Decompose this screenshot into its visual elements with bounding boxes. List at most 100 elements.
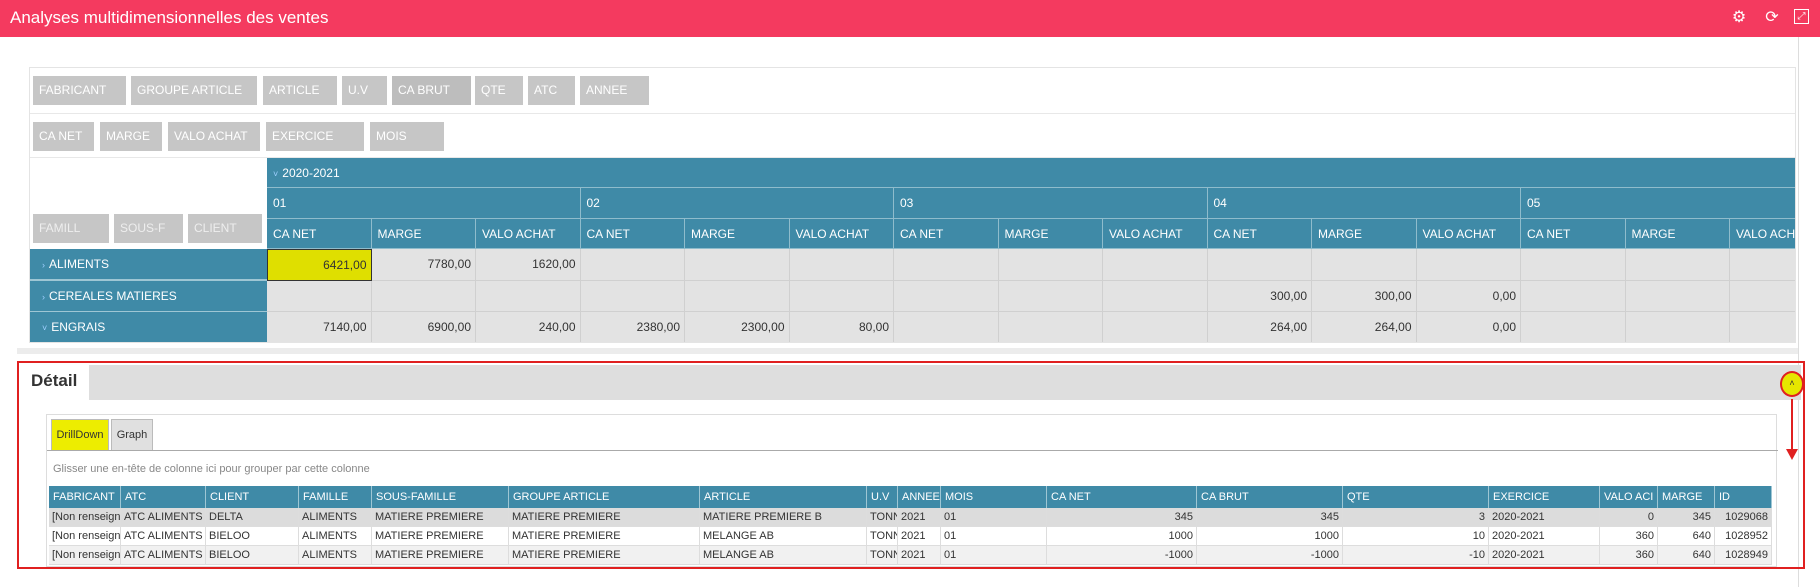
column-header-measure[interactable]: CA NET bbox=[580, 219, 685, 249]
grid-cell[interactable]: 1000 bbox=[1197, 527, 1343, 546]
data-cell[interactable] bbox=[998, 249, 1103, 281]
grid-cell[interactable]: 640 bbox=[1658, 546, 1715, 565]
column-header-measure[interactable]: MARGE bbox=[685, 219, 790, 249]
data-cell[interactable] bbox=[685, 249, 790, 281]
grid-cell[interactable]: 2021 bbox=[898, 508, 941, 527]
column-header-measure[interactable]: VALO ACHAT bbox=[1730, 219, 1795, 249]
grid-cell[interactable]: -1000 bbox=[1197, 546, 1343, 565]
data-cell[interactable] bbox=[1521, 312, 1626, 342]
grid-cell[interactable]: 0 bbox=[1600, 508, 1658, 527]
grid-cell[interactable]: 10 bbox=[1343, 527, 1489, 546]
grid-column-header[interactable]: ANNEE bbox=[898, 486, 941, 508]
fullscreen-icon[interactable]: ⤢ bbox=[1794, 9, 1809, 24]
data-cell[interactable]: 240,00 bbox=[476, 312, 581, 342]
settings-icon[interactable]: ⚙ bbox=[1731, 9, 1747, 26]
row-header-cereales-matieres[interactable]: › CEREALES MATIERES bbox=[30, 280, 267, 313]
grid-cell[interactable]: 360 bbox=[1600, 546, 1658, 565]
column-header-year[interactable]: ˅ 2020-2021 bbox=[267, 158, 1795, 188]
column-header-measure[interactable]: MARGE bbox=[1625, 219, 1730, 249]
grid-cell[interactable]: BIELOO bbox=[206, 546, 299, 565]
grid-cell[interactable]: 1028949 bbox=[1715, 546, 1772, 565]
grid-cell[interactable]: MELANGE AB bbox=[700, 546, 867, 565]
filter-field-button[interactable]: ATC bbox=[528, 76, 575, 105]
column-header-month[interactable]: 01 bbox=[267, 188, 581, 219]
data-cell[interactable] bbox=[789, 249, 894, 281]
tab-drilldown[interactable]: DrillDown bbox=[51, 419, 109, 450]
data-cell[interactable] bbox=[1416, 249, 1521, 281]
column-header-measure[interactable]: MARGE bbox=[371, 219, 476, 249]
data-cell[interactable]: 300,00 bbox=[1207, 280, 1312, 312]
grid-cell[interactable]: 345 bbox=[1658, 508, 1715, 527]
data-cell[interactable] bbox=[580, 280, 685, 312]
grid-cell[interactable]: MATIERE PREMIERE bbox=[509, 527, 700, 546]
row-field-button[interactable]: SOUS-F bbox=[114, 214, 183, 243]
grid-cell[interactable]: TONN bbox=[867, 508, 898, 527]
grid-cell[interactable]: MATIERE PREMIERE bbox=[509, 508, 700, 527]
column-header-measure[interactable]: VALO ACHAT bbox=[1416, 219, 1521, 249]
grid-cell[interactable]: 2020-2021 bbox=[1489, 508, 1600, 527]
grid-cell[interactable]: -10 bbox=[1343, 546, 1489, 565]
grid-column-header[interactable]: CA NET bbox=[1047, 486, 1197, 508]
filter-field-button[interactable]: CA BRUT bbox=[392, 76, 471, 105]
expand-arrow-icon[interactable]: › bbox=[42, 291, 45, 302]
grid-cell[interactable]: ALIMENTS bbox=[299, 546, 372, 565]
data-cell[interactable]: 2380,00 bbox=[580, 312, 685, 342]
grid-column-header[interactable]: EXERCICE bbox=[1489, 486, 1600, 508]
column-header-month[interactable]: 05 bbox=[1521, 188, 1795, 219]
column-header-measure[interactable]: VALO ACHAT bbox=[789, 219, 894, 249]
grid-column-header[interactable]: VALO ACI bbox=[1600, 486, 1658, 508]
grid-cell[interactable]: 3 bbox=[1343, 508, 1489, 527]
grid-cell[interactable]: 2020-2021 bbox=[1489, 546, 1600, 565]
grid-column-header[interactable]: ARTICLE bbox=[700, 486, 867, 508]
column-header-month[interactable]: 03 bbox=[894, 188, 1208, 219]
group-drop-area[interactable]: Glisser une en-tête de colonne ici pour … bbox=[53, 463, 370, 475]
column-header-measure[interactable]: CA NET bbox=[1207, 219, 1312, 249]
grid-cell[interactable]: 1028952 bbox=[1715, 527, 1772, 546]
data-cell[interactable]: 2300,00 bbox=[685, 312, 790, 342]
grid-cell[interactable]: BIELOO bbox=[206, 527, 299, 546]
filter-field-button[interactable]: FABRICANT bbox=[33, 76, 126, 105]
column-header-measure[interactable]: CA NET bbox=[1521, 219, 1626, 249]
refresh-icon[interactable]: ⟳ bbox=[1765, 9, 1779, 26]
data-cell[interactable] bbox=[1103, 249, 1208, 281]
row-header-aliments[interactable]: › ALIMENTS bbox=[30, 249, 267, 281]
data-cell[interactable] bbox=[476, 280, 581, 312]
filter-field-button[interactable]: ANNEE bbox=[580, 76, 649, 105]
data-cell[interactable] bbox=[1730, 312, 1795, 342]
grid-cell[interactable]: ATC ALIMENTS bbox=[121, 546, 206, 565]
grid-cell[interactable]: MATIERE PREMIERE bbox=[509, 546, 700, 565]
column-header-measure[interactable]: VALO ACHAT bbox=[1103, 219, 1208, 249]
grid-column-header[interactable]: FABRICANT bbox=[49, 486, 121, 508]
grid-column-header[interactable]: GROUPE ARTICLE bbox=[509, 486, 700, 508]
column-header-measure[interactable]: MARGE bbox=[1312, 219, 1417, 249]
data-cell[interactable] bbox=[1730, 280, 1795, 312]
grid-cell[interactable]: ATC ALIMENTS bbox=[121, 527, 206, 546]
grid-cell[interactable]: 345 bbox=[1047, 508, 1197, 527]
grid-cell[interactable]: [Non renseigné] bbox=[49, 508, 121, 527]
grid-cell[interactable]: 01 bbox=[941, 508, 1047, 527]
data-cell[interactable] bbox=[1625, 249, 1730, 281]
grid-cell[interactable]: 2021 bbox=[898, 546, 941, 565]
column-header-month[interactable]: 04 bbox=[1207, 188, 1521, 219]
filter-field-button[interactable]: ARTICLE bbox=[263, 76, 337, 105]
grid-cell[interactable]: TONN bbox=[867, 546, 898, 565]
grid-column-header[interactable]: SOUS-FAMILLE bbox=[372, 486, 509, 508]
column-header-month[interactable]: 02 bbox=[580, 188, 894, 219]
column-header-measure[interactable]: CA NET bbox=[267, 219, 372, 249]
filter-field-button[interactable]: U.V bbox=[342, 76, 387, 105]
column-header-measure[interactable]: CA NET bbox=[894, 219, 999, 249]
data-cell[interactable] bbox=[1730, 249, 1795, 281]
data-cell[interactable] bbox=[894, 249, 999, 281]
grid-cell[interactable]: 2020-2021 bbox=[1489, 527, 1600, 546]
grid-cell[interactable]: [Non renseigné] bbox=[49, 527, 121, 546]
grid-column-header[interactable]: MOIS bbox=[941, 486, 1047, 508]
grid-cell[interactable]: TONN bbox=[867, 527, 898, 546]
data-cell[interactable] bbox=[998, 280, 1103, 312]
grid-cell[interactable]: 01 bbox=[941, 546, 1047, 565]
data-field-button[interactable]: CA NET bbox=[33, 122, 94, 151]
data-field-button[interactable]: VALO ACHAT bbox=[168, 122, 260, 151]
grid-cell[interactable]: MATIERE PREMIERE B bbox=[700, 508, 867, 527]
collapse-button[interactable]: ˄ bbox=[1780, 371, 1804, 397]
data-cell[interactable] bbox=[685, 280, 790, 312]
grid-cell[interactable]: 640 bbox=[1658, 527, 1715, 546]
